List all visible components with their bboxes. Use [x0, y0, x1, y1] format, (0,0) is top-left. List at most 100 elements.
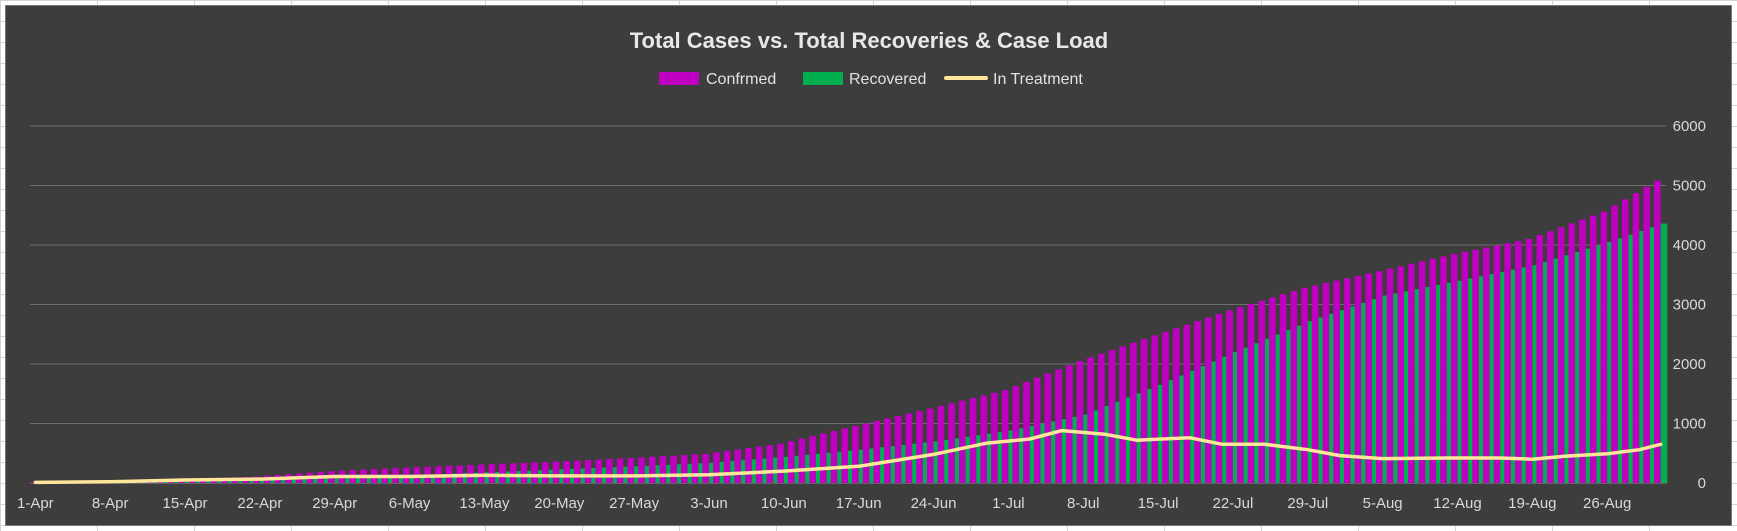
chart-area[interactable]: Total Cases vs. Total Recoveries & Case …	[5, 5, 1732, 526]
in-treatment-line	[33, 428, 1663, 485]
bar-confirmed	[991, 392, 998, 483]
bar-confirmed	[787, 441, 795, 483]
bar-confirmed	[1333, 280, 1340, 483]
bar-confirmed	[1033, 377, 1041, 483]
bar-confirmed	[852, 425, 859, 483]
legend-label-in-treatment: In Treatment	[993, 71, 1083, 88]
bar-recovered	[217, 481, 224, 483]
bar-recovered	[366, 476, 374, 483]
bar-confirmed	[1515, 241, 1522, 483]
bar-confirmed	[1621, 199, 1629, 483]
bar-recovered	[1371, 299, 1379, 483]
bar-confirmed	[766, 445, 774, 483]
bar-recovered	[1029, 426, 1037, 483]
y-tick-label: 4000	[1673, 237, 1706, 254]
bar-recovered	[1136, 393, 1144, 483]
bar-confirmed	[1247, 303, 1255, 483]
bar-recovered	[922, 442, 930, 483]
bar-recovered	[249, 480, 256, 483]
bar-recovered	[1243, 347, 1251, 483]
bar-confirmed	[777, 443, 784, 483]
bar-confirmed	[670, 455, 677, 483]
bar-confirmed	[1301, 287, 1308, 483]
bar-confirmed	[1632, 193, 1640, 483]
bar-confirmed	[648, 456, 656, 483]
bar-recovered	[1607, 242, 1614, 483]
bar-recovered	[291, 479, 299, 483]
bar-recovered	[1200, 366, 1208, 483]
bar-confirmed	[745, 448, 752, 483]
bar-recovered	[1553, 258, 1561, 483]
bar-recovered	[1179, 375, 1187, 483]
y-tick-label: 0	[1698, 475, 1706, 492]
bar-recovered	[227, 481, 235, 483]
bar-recovered	[345, 477, 353, 483]
bar-confirmed	[1183, 324, 1191, 483]
x-tick-label: 19-Aug	[1508, 495, 1556, 512]
x-tick-label: 8-Apr	[92, 495, 129, 512]
bar-recovered	[1510, 269, 1518, 483]
x-tick-label: 24-Jun	[911, 495, 957, 512]
bar-recovered	[954, 438, 962, 483]
bar-confirmed	[1611, 205, 1618, 483]
bar-recovered	[1457, 280, 1465, 483]
chart-svg: Total Cases vs. Total Recoveries & Case …	[17, 28, 1706, 512]
bar-confirmed	[1493, 245, 1501, 483]
x-tick-label: 1-Jul	[992, 495, 1025, 512]
bar-recovered	[1297, 325, 1304, 483]
bar-confirmed	[841, 428, 848, 483]
bar-confirmed	[1172, 328, 1180, 483]
bar-confirmed	[1461, 251, 1469, 483]
bar-confirmed	[1386, 268, 1394, 483]
bar-confirmed	[1012, 386, 1020, 483]
bar-confirmed	[969, 398, 977, 483]
bar-recovered	[1232, 352, 1240, 483]
bar-recovered	[1414, 289, 1422, 483]
bar-recovered	[302, 479, 310, 483]
bar-recovered	[1008, 430, 1016, 483]
bar-confirmed	[595, 459, 603, 483]
bar-confirmed	[1097, 353, 1105, 483]
bar-confirmed	[1365, 273, 1372, 483]
bar-recovered	[1382, 295, 1390, 483]
bar-recovered	[313, 478, 320, 483]
bar-confirmed	[584, 460, 592, 483]
bar-recovered	[1446, 282, 1454, 483]
x-tick-label: 29-Apr	[312, 495, 357, 512]
bar-confirmed	[1504, 243, 1511, 483]
bar-recovered	[1436, 284, 1443, 483]
legend-swatch-confirmed	[659, 72, 699, 85]
x-tick-label: 12-Aug	[1433, 495, 1481, 512]
bar-confirmed	[1525, 239, 1533, 483]
legend-label-confirmed: Confrmed	[706, 71, 776, 88]
bar-recovered	[185, 481, 192, 483]
bar-confirmed	[1482, 247, 1490, 483]
bar-recovered	[1543, 261, 1550, 483]
bar-confirmed	[819, 433, 827, 483]
bar-confirmed	[798, 438, 806, 483]
bar-confirmed	[1397, 266, 1405, 483]
bar-confirmed	[1237, 307, 1244, 483]
bar-recovered	[1019, 428, 1026, 483]
x-tick-label: 1-Apr	[17, 495, 54, 512]
bar-recovered	[1532, 265, 1539, 483]
bar-confirmed	[606, 459, 613, 483]
bar-recovered	[1083, 414, 1090, 483]
bar-confirmed	[1204, 317, 1212, 483]
bar-recovered	[441, 473, 449, 483]
bar-confirmed	[680, 455, 688, 483]
bar-recovered	[1425, 287, 1433, 483]
bar-recovered	[1617, 238, 1625, 483]
bar-confirmed	[659, 456, 667, 483]
bar-confirmed	[1140, 339, 1148, 483]
bar-recovered	[1660, 223, 1668, 483]
bar-recovered	[1649, 227, 1657, 483]
bar-confirmed	[541, 462, 549, 483]
bar-recovered	[1211, 361, 1219, 483]
bar-recovered	[324, 478, 331, 483]
bar-recovered	[1286, 330, 1294, 483]
bar-recovered	[430, 474, 438, 483]
bar-recovered	[1521, 267, 1529, 483]
y-tick-label: 1000	[1673, 416, 1706, 433]
bar-confirmed	[1354, 275, 1362, 483]
